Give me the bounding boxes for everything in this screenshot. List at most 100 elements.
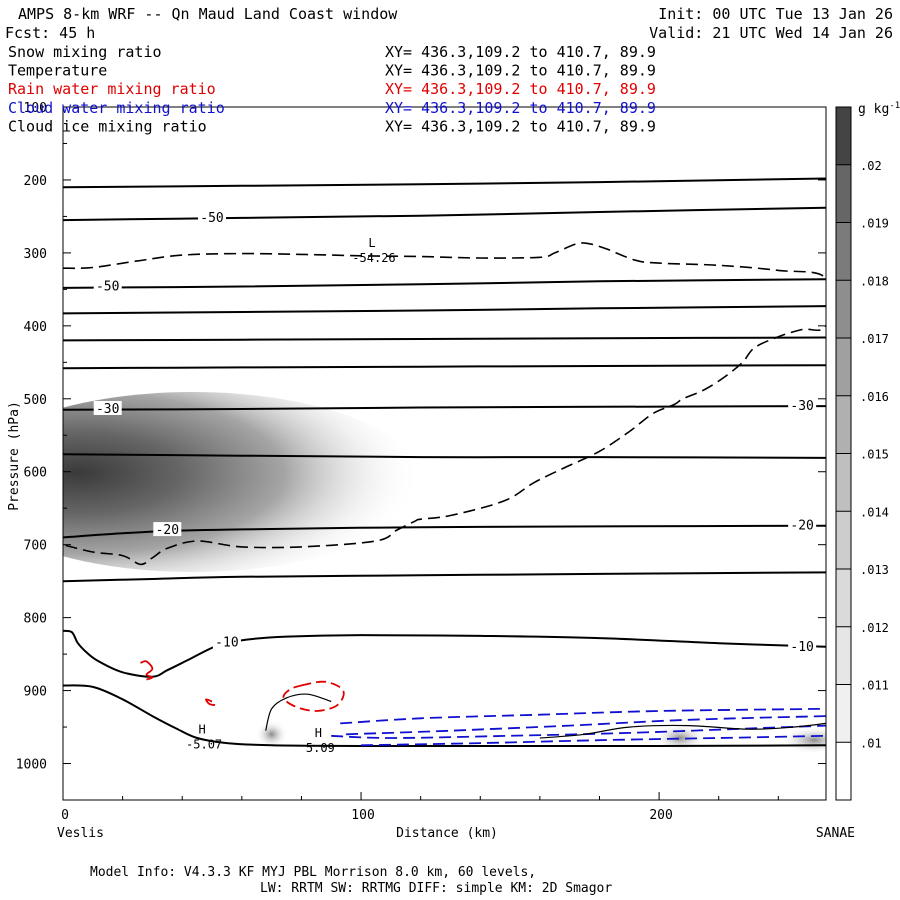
- colorbar-swatch: [836, 684, 851, 743]
- snow-core-shading: [63, 392, 423, 572]
- colorbar-swatch: [836, 338, 851, 396]
- colorbar-level-label: .012: [860, 621, 889, 635]
- isotherm-line: [63, 364, 826, 370]
- legend-label: Cloud ice mixing ratio: [8, 117, 207, 135]
- extremum-marker: H: [198, 722, 205, 736]
- isotherm-line: [63, 405, 826, 411]
- colorbar-swatch: [836, 164, 851, 223]
- isotherm-label: -50: [200, 211, 223, 226]
- x-tick-label: 0: [61, 808, 69, 823]
- cloud-water-contours: [331, 707, 826, 747]
- isotherm-line: [63, 684, 826, 748]
- isotherm-line: [63, 305, 826, 315]
- colorbar-swatch: [836, 569, 851, 627]
- isotherm-label: -10: [215, 635, 238, 650]
- snow-blob: [780, 726, 826, 755]
- isotherm-line: [63, 336, 826, 342]
- colorbar-swatch: [836, 222, 851, 281]
- chart-title: AMPS 8-km WRF -- Qn Maud Land Coast wind…: [18, 5, 398, 23]
- legend-label: Cloud water mixing ratio: [8, 99, 225, 117]
- model-info-line2: LW: RRTM SW: RRTMG DIFF: simple KM: 2D S…: [260, 881, 612, 896]
- isotherm-line: [63, 206, 826, 222]
- isotherm-label: -30: [96, 402, 119, 417]
- y-tick-label: 100: [24, 101, 47, 116]
- colorbar-swatch: [836, 107, 851, 165]
- y-tick-label: 700: [24, 539, 47, 554]
- colorbar-swatch: [836, 511, 851, 569]
- colorbar-level-label: .013: [860, 563, 889, 577]
- cloud-ice-contour: [539, 722, 826, 739]
- isotherm-label: -20: [790, 519, 813, 534]
- y-tick-label: 1000: [16, 758, 47, 773]
- isotherm-line: [63, 524, 826, 539]
- legend-xy: XY= 436.3,109.2 to 410.7, 89.9: [385, 117, 656, 135]
- rain-water-contour: [205, 698, 216, 707]
- colorbar-level-label: .014: [860, 505, 889, 519]
- isotherm-label: -20: [156, 523, 179, 538]
- valid-time: Valid: 21 UTC Wed 14 Jan 26: [649, 24, 893, 42]
- legend-xy: XY= 436.3,109.2 to 410.7, 89.9: [385, 80, 656, 98]
- isotherm-label: -10: [790, 640, 813, 655]
- y-tick-label: 300: [24, 247, 47, 262]
- isotherm-label: -30: [790, 399, 813, 414]
- legend: Snow mixing ratio XY= 436.3,109.2 to 410.…: [8, 43, 656, 135]
- isotherm-line: [63, 453, 826, 459]
- y-tick-label: 400: [24, 320, 47, 335]
- colorbar-level-label: .015: [860, 448, 889, 462]
- y-tick-label: 500: [24, 393, 47, 408]
- legend-xy: XY= 436.3,109.2 to 410.7, 89.9: [385, 62, 656, 80]
- x-tick-label: 200: [649, 808, 672, 823]
- colorbar-swatch: [836, 395, 851, 454]
- colorbar-swatch: [836, 626, 851, 685]
- colorbar-swatch: [836, 280, 851, 338]
- cloud-ice-contour: [265, 693, 332, 731]
- isotherm-labels: -50 -50 -30 -30 -20 -20 -10 -10: [93, 209, 817, 655]
- cloud-water-contour: [340, 707, 826, 725]
- legend-xy: XY= 436.3,109.2 to 410.7, 89.9: [385, 43, 656, 61]
- isotherm-label-bg: [212, 634, 241, 649]
- y-tick-label: 800: [24, 612, 47, 627]
- cloud-ice-dashed-contour: [63, 242, 826, 566]
- isotherm-label-bg: [93, 278, 122, 293]
- colorbar: .01 .011 .012 .013 .014 .015 .016 .017 .018 .019.…: [835, 106, 889, 801]
- plot-frame: [62, 106, 827, 801]
- isotherm-label: -50: [96, 279, 119, 294]
- extremum-value: -54.26: [352, 251, 395, 265]
- isotherm-line: [63, 629, 826, 678]
- legend-xy: XY= 436.3,109.2 to 410.7, 89.9: [385, 99, 656, 117]
- colorbar-level-label: .019: [860, 217, 889, 231]
- init-time: Init: 00 UTC Tue 13 Jan 26: [658, 5, 893, 23]
- colorbar-level-label: .01: [860, 736, 882, 750]
- legend-label: Temperature: [8, 62, 107, 80]
- colorbar-swatch: [836, 453, 851, 512]
- rain-water-contour: [282, 680, 345, 712]
- y-tick-label: 600: [24, 466, 47, 481]
- isotherm-label-bg: [788, 398, 817, 413]
- end-point-label: SANAE: [816, 826, 855, 841]
- rain-water-contour: [140, 660, 154, 681]
- axes: 100 200 300 400 500 600 700 800 900 1000 0 100 200: [16, 101, 826, 823]
- isotherm-line: [63, 177, 826, 189]
- isotherm-line: [63, 278, 826, 289]
- cloud-ice-contours: [265, 693, 826, 739]
- colorbar-level-label: .011: [860, 679, 889, 693]
- isotherm-label-bg: [93, 401, 122, 416]
- extremum-value: -5.07: [186, 737, 222, 751]
- isotherm-label-bg: [153, 522, 182, 537]
- cloud-water-contour: [346, 715, 826, 736]
- snow-blob: [255, 720, 288, 749]
- colorbar-units: g kg-1: [858, 101, 900, 117]
- colorbar-level-label: .018: [860, 274, 889, 288]
- forecast-hour: Fcst: 45 h: [5, 24, 95, 42]
- x-axis-label: Distance (km): [396, 826, 498, 841]
- extremum-marker: H: [315, 726, 322, 740]
- colorbar-level-label: .02: [860, 159, 882, 173]
- y-tick-label: 200: [24, 174, 47, 189]
- isotherm-label-bg: [198, 209, 227, 224]
- start-point-label: Veslis: [57, 826, 104, 841]
- extremum-value: 5.09: [306, 741, 335, 755]
- temperature-isotherms: [63, 177, 826, 748]
- y-axis-label: Pressure (hPa): [7, 401, 22, 511]
- y-tick-label: 900: [24, 685, 47, 700]
